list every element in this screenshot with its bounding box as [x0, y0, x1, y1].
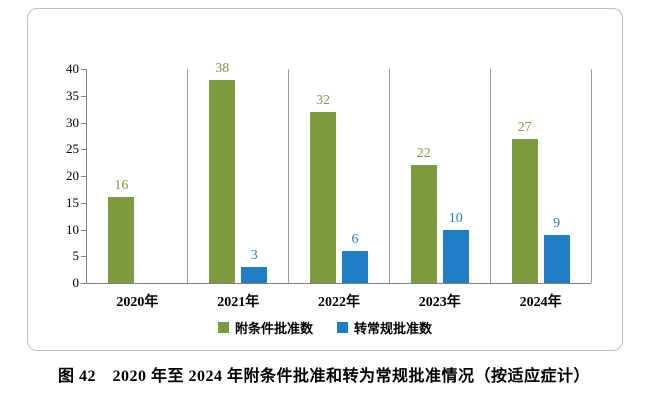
- chart-panel: 0 5 10 15 20 25 30 35 40 2020年 16 2021年 38 3 2022年 32 6 2…: [27, 8, 623, 351]
- y-axis-tick-mark: [81, 69, 87, 70]
- chart-legend: 附条件批准数 转常规批准数: [28, 318, 622, 337]
- y-axis-tick-mark: [81, 256, 87, 258]
- bar-value-label: 38: [215, 60, 230, 76]
- x-axis-category-label: 2023年: [418, 295, 461, 310]
- bar-value-label: 6: [351, 231, 359, 247]
- y-axis-tick-label: 10: [66, 221, 79, 237]
- y-axis-tick-label: 5: [72, 248, 80, 264]
- category-divider-line: [187, 69, 189, 283]
- y-axis-tick-label: 35: [66, 87, 79, 103]
- x-axis-category-label: 2022年: [317, 295, 360, 310]
- bar-regular-2022年: [342, 250, 368, 283]
- bar-conditional-2020年: [108, 197, 135, 283]
- y-axis-tick-mark: [81, 122, 87, 124]
- legend-swatch-icon: [337, 322, 348, 333]
- y-axis-tick-label: 40: [66, 61, 79, 76]
- category-divider-line: [590, 69, 592, 283]
- bar-value-label: 22: [416, 146, 431, 162]
- x-axis-category-label: 2021年: [217, 295, 260, 310]
- bar-value-label: 10: [448, 210, 463, 226]
- y-axis-tick-mark: [81, 283, 87, 284]
- y-axis-tick-label: 30: [66, 114, 79, 130]
- y-axis-tick-mark: [81, 202, 87, 204]
- figure-caption: 图 42 2020 年至 2024 年附条件批准和转为常规批准情况（按适应症计）: [57, 368, 590, 385]
- legend-item-label: 转常规批准数: [354, 321, 433, 336]
- bar-conditional-2023年: [410, 165, 437, 283]
- y-axis-tick-mark: [81, 176, 87, 177]
- bar-value-label: 16: [114, 178, 129, 194]
- bar-conditional-2024年: [511, 138, 538, 283]
- bar-conditional-2021年: [209, 79, 236, 283]
- bar-regular-2024年: [543, 234, 570, 283]
- bar-value-label: 32: [316, 92, 330, 108]
- category-divider-line: [489, 69, 491, 283]
- bar-value-label: 27: [517, 119, 532, 135]
- y-axis-tick-label: 20: [66, 168, 79, 183]
- y-axis-tick-mark: [81, 149, 87, 151]
- x-axis-category-label: 2024年: [519, 295, 562, 310]
- x-axis-category-label: 2020年: [116, 295, 159, 310]
- bar-regular-2023年: [442, 229, 469, 283]
- bar-conditional-2022年: [310, 111, 336, 283]
- y-axis-tick-mark: [81, 229, 87, 231]
- legend-swatch-icon: [217, 322, 229, 333]
- y-axis-tick-label: 15: [66, 194, 79, 210]
- bar-value-label: 9: [553, 215, 561, 231]
- bar-value-label: 3: [250, 247, 258, 263]
- bar-regular-2021年: [241, 266, 268, 283]
- legend-item-label: 附条件批准数: [234, 321, 313, 336]
- legend-item: 附条件批准数: [217, 318, 313, 337]
- legend-item: 转常规批准数: [337, 318, 432, 337]
- category-divider-line: [288, 69, 290, 283]
- y-axis-tick-label: 25: [66, 141, 79, 157]
- category-divider-line: [388, 69, 390, 283]
- plot-area: 0 5 10 15 20 25 30 35 40 2020年 16 2021年 38 3 2022年 32 6 2…: [66, 61, 592, 310]
- y-axis-tick-mark: [81, 95, 87, 97]
- y-axis-tick-label: 0: [72, 275, 80, 290]
